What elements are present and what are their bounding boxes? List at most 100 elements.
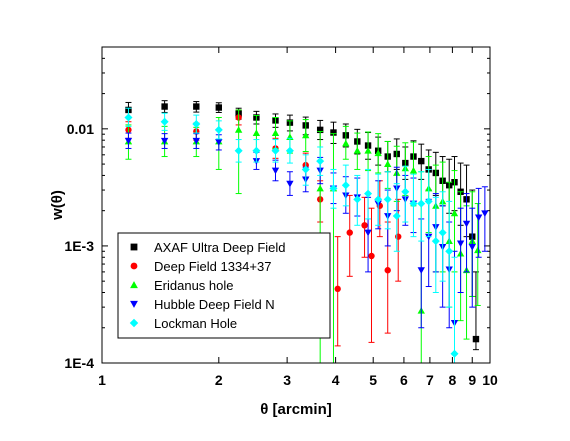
data-point xyxy=(214,125,223,134)
data-point xyxy=(215,139,223,146)
data-point xyxy=(330,129,337,136)
data-point xyxy=(192,119,201,128)
data-point xyxy=(252,146,261,155)
data-point xyxy=(462,220,471,228)
data-point xyxy=(450,209,459,217)
x-tick-label: 4 xyxy=(332,372,340,388)
data-point xyxy=(474,214,483,222)
legend-marker xyxy=(130,262,138,270)
x-tick-label: 9 xyxy=(468,372,476,388)
y-tick-label: 1E-4 xyxy=(64,355,94,371)
data-point xyxy=(271,129,280,137)
legend-marker xyxy=(130,300,138,308)
legend-item: Deep Field 1334+37 xyxy=(130,259,271,274)
data-point xyxy=(301,165,310,174)
data-point xyxy=(193,103,200,110)
x-tick-label: 7 xyxy=(426,372,434,388)
data-point xyxy=(438,228,447,237)
legend-label: Lockman Hole xyxy=(154,316,237,331)
data-point xyxy=(342,139,350,147)
legend-item: Hubble Deep Field N xyxy=(130,297,275,312)
data-point xyxy=(364,229,372,237)
legend-marker xyxy=(129,318,139,328)
data-point xyxy=(160,117,169,126)
data-point xyxy=(346,229,353,236)
legend-label: AXAF Ultra Deep Field xyxy=(154,240,286,255)
data-point xyxy=(316,184,324,192)
plot-series xyxy=(124,100,489,364)
data-point xyxy=(424,197,433,206)
data-point xyxy=(161,103,168,110)
data-point xyxy=(361,222,368,229)
data-point xyxy=(192,137,200,145)
data-point xyxy=(481,210,489,217)
data-point xyxy=(353,195,362,204)
data-point xyxy=(302,131,310,139)
y-tick-label: 1E-3 xyxy=(64,238,94,254)
data-point xyxy=(368,252,375,260)
data-point xyxy=(383,195,392,204)
x-tick-label: 6 xyxy=(400,372,408,388)
x-tick-label: 2 xyxy=(215,372,223,388)
data-point xyxy=(316,126,324,134)
legend-box xyxy=(117,232,331,339)
series-4 xyxy=(124,107,459,364)
data-point xyxy=(234,126,243,133)
data-point xyxy=(334,285,341,293)
x-axis-label: θ [arcmin] xyxy=(260,401,331,418)
data-point xyxy=(456,240,465,248)
legend-marker xyxy=(130,281,138,289)
data-point xyxy=(215,104,222,111)
data-point xyxy=(364,189,373,198)
data-point xyxy=(374,195,383,204)
data-point xyxy=(468,244,476,251)
x-tick-label: 3 xyxy=(283,372,291,388)
data-point xyxy=(417,267,425,274)
data-point xyxy=(392,212,401,221)
data-point xyxy=(341,181,350,190)
data-point xyxy=(252,129,261,137)
data-point xyxy=(160,137,169,145)
y-axis-label: w(θ) xyxy=(49,190,66,221)
data-point xyxy=(329,184,338,193)
data-point xyxy=(431,237,440,246)
data-point xyxy=(384,267,391,274)
plot-frame xyxy=(101,46,491,364)
data-point xyxy=(271,146,280,155)
legend-item: Lockman Hole xyxy=(129,316,237,331)
data-point xyxy=(374,149,382,157)
x-tick-label: 8 xyxy=(449,372,457,388)
legend-marker xyxy=(130,243,138,251)
legend-item: AXAF Ultra Deep Field xyxy=(130,240,286,255)
data-point xyxy=(124,137,133,145)
x-tick-label: 1 xyxy=(98,372,106,388)
data-point xyxy=(124,113,133,122)
tick-labels: 1 2 3 4 5 6 7 8 9 10 1E-4 1E-3 0.01 xyxy=(64,121,498,388)
data-point xyxy=(409,166,418,174)
data-point xyxy=(417,199,426,208)
y-tick-label: 0.01 xyxy=(67,121,94,137)
legend-label: Eridanus hole xyxy=(154,278,234,293)
data-point xyxy=(271,167,280,175)
data-point xyxy=(450,349,459,358)
data-point xyxy=(445,247,454,256)
data-point xyxy=(472,335,480,343)
data-point xyxy=(474,246,482,254)
data-point xyxy=(384,160,392,168)
data-point xyxy=(364,147,372,154)
data-point xyxy=(353,147,361,154)
data-point xyxy=(409,199,418,208)
legend-label: Hubble Deep Field N xyxy=(154,297,275,312)
data-point xyxy=(401,187,410,196)
data-point xyxy=(285,146,294,155)
legend-item: Eridanus hole xyxy=(130,278,234,293)
legend-label: Deep Field 1334+37 xyxy=(154,259,271,274)
data-point xyxy=(316,157,325,166)
x-tick-label: 10 xyxy=(482,372,498,388)
legend: AXAF Ultra Deep Field Deep Field 1334+37 E… xyxy=(117,232,331,339)
data-point xyxy=(418,157,425,165)
data-point xyxy=(395,233,402,240)
data-point xyxy=(286,180,294,188)
